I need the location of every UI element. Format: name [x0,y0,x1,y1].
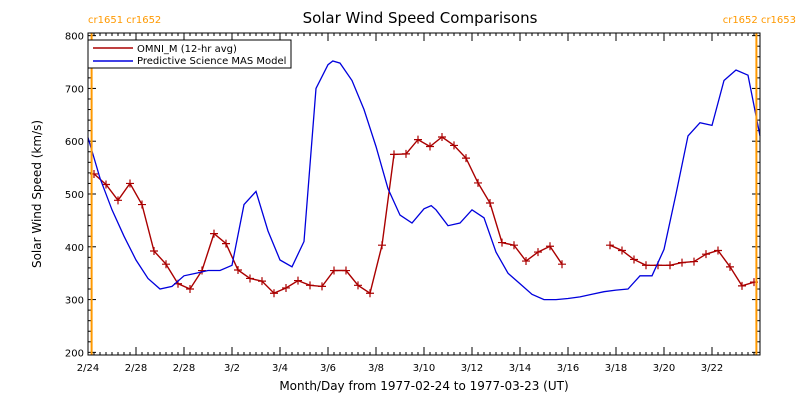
omni-data-point [606,241,614,250]
legend-label-omni: OMNI_M (12-hr avg) [137,44,237,55]
omni-data-point [546,242,554,251]
omni-data-point [498,238,506,247]
omni-data-point [690,257,698,266]
x-axis-title: Month/Day from 1977-02-24 to 1977-03-23 … [279,379,568,393]
omni-data-point [666,261,674,270]
x-tick-label: 2/28 [173,363,195,374]
omni-data-point [354,281,362,290]
omni-data-point [222,239,230,248]
x-tick-label: 3/18 [605,363,627,374]
omni-data-point [486,198,494,207]
y-tick-label: 500 [65,190,84,201]
omni-data-point [198,266,206,275]
y-tick-label: 700 [65,84,84,95]
omni-data-point [462,154,470,163]
carrington-markers [90,33,758,355]
legend: OMNI_M (12-hr avg) Predictive Science MA… [87,39,292,69]
mas-model-series-line [87,60,761,301]
x-tick-label: 3/10 [413,363,435,374]
omni-data-point [414,135,422,144]
axes-layer: 200 300 400 500 600 700 800 2/24 2/28 2/28 3/2 3/4 3… [65,32,760,374]
omni-data-point [642,261,650,270]
omni-data-point [162,260,170,269]
omni-data-point [426,142,434,151]
omni-data-point [210,229,218,238]
omni-data-point [474,178,482,187]
x-tick-label: 3/22 [701,363,723,374]
omni-data-point [186,285,194,294]
x-tick-label: 3/20 [653,363,675,374]
omni-data-point [618,246,626,255]
omni-data-point [306,281,314,290]
carrington-label-left: cr1651 cr1652 [88,15,161,26]
chart-title: Solar Wind Speed Comparisons [303,9,538,27]
x-tick-label: 3/6 [320,363,336,374]
omni-data-point [738,281,746,290]
omni-data-point [234,266,242,275]
omni-data-point [702,250,710,259]
y-tick-label: 200 [65,348,84,359]
omni-data-point [114,196,122,205]
x-tick-label: 3/2 [224,363,240,374]
omni-data-point [366,289,374,298]
omni-data-point [126,179,134,188]
omni-data-point [270,289,278,298]
y-tick-label: 400 [65,243,84,254]
omni-data-point [150,247,158,256]
y-tick-label: 800 [65,32,84,43]
legend-box [87,39,292,69]
x-tick-label: 2/28 [125,363,147,374]
y-tick-label: 600 [65,137,84,148]
omni-data-point [678,258,686,267]
omni-data-point [630,255,638,264]
omni-data-point [522,257,530,266]
omni-data-point [450,141,458,150]
x-tick-label: 3/16 [557,363,579,374]
omni-data-point [558,260,566,269]
omni-data-point [246,274,254,283]
omni-data-point [438,132,446,141]
omni-data-point [510,241,518,250]
omni-data-point [282,283,290,292]
omni-data-point [330,266,338,275]
y-axis-title: Solar Wind Speed (km/s) [30,120,44,268]
omni-data-point [342,266,350,275]
omni-series-line [93,136,563,295]
x-tick-label: 3/12 [461,363,483,374]
carrington-label-right: cr1652 cr1653 [723,15,796,26]
x-tick-label: 3/4 [272,363,288,374]
omni-data-point [138,200,146,209]
omni-data-point [102,180,110,189]
omni-data-point [258,277,266,286]
legend-label-mas-model: Predictive Science MAS Model [137,56,286,67]
omni-data-point [714,246,722,255]
omni-data-point [378,241,386,250]
omni-data-point [318,282,326,291]
omni-data-point [726,262,734,271]
y-tick-label: 300 [65,296,84,307]
omni-data-point [390,150,398,159]
omni-data-point [294,276,302,285]
series-layer [87,60,761,301]
plot-frame [87,32,761,356]
omni-data-point [402,149,410,158]
x-tick-label: 2/24 [77,363,99,374]
x-tick-label: 3/8 [368,363,384,374]
omni-data-point [534,248,542,257]
carrington-labels: cr1651 cr1652 cr1652 cr1653 [88,15,796,26]
x-tick-label: 3/14 [509,363,531,374]
